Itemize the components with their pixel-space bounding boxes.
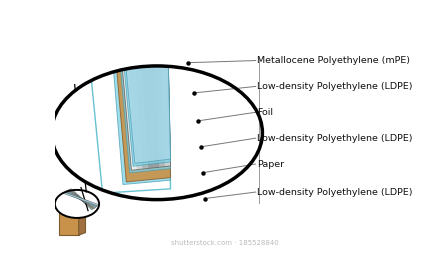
Polygon shape <box>120 12 167 16</box>
Polygon shape <box>59 208 85 210</box>
Polygon shape <box>107 19 167 24</box>
Polygon shape <box>78 208 85 235</box>
Text: Low-density Polyethylene (LDPE): Low-density Polyethylene (LDPE) <box>257 82 412 91</box>
Polygon shape <box>65 190 97 208</box>
Text: shutterstock.com · 185528840: shutterstock.com · 185528840 <box>171 240 278 246</box>
Polygon shape <box>63 192 99 206</box>
Polygon shape <box>59 210 78 235</box>
Text: Paper: Paper <box>257 160 284 169</box>
Text: Foil: Foil <box>257 108 273 117</box>
Polygon shape <box>139 17 153 169</box>
Polygon shape <box>64 191 98 207</box>
Polygon shape <box>131 17 148 169</box>
Circle shape <box>55 190 99 218</box>
Polygon shape <box>153 15 165 167</box>
Polygon shape <box>124 17 142 170</box>
Polygon shape <box>113 20 170 182</box>
Polygon shape <box>119 13 170 166</box>
Polygon shape <box>60 207 71 210</box>
Text: Low-density Polyethylene (LDPE): Low-density Polyethylene (LDPE) <box>257 134 412 143</box>
Polygon shape <box>109 16 170 185</box>
Text: Metallocene Polyethylene (mPE): Metallocene Polyethylene (mPE) <box>257 56 410 65</box>
Polygon shape <box>116 15 170 173</box>
Polygon shape <box>67 189 95 209</box>
Polygon shape <box>160 15 170 167</box>
Polygon shape <box>66 190 96 209</box>
Polygon shape <box>118 13 167 16</box>
Circle shape <box>51 66 262 200</box>
Polygon shape <box>146 16 159 168</box>
Polygon shape <box>116 15 167 18</box>
Polygon shape <box>69 188 94 210</box>
Polygon shape <box>117 18 137 170</box>
Polygon shape <box>121 13 170 164</box>
Polygon shape <box>114 15 167 19</box>
Text: Low-density Polyethylene (LDPE): Low-density Polyethylene (LDPE) <box>257 188 412 197</box>
Polygon shape <box>108 16 167 20</box>
